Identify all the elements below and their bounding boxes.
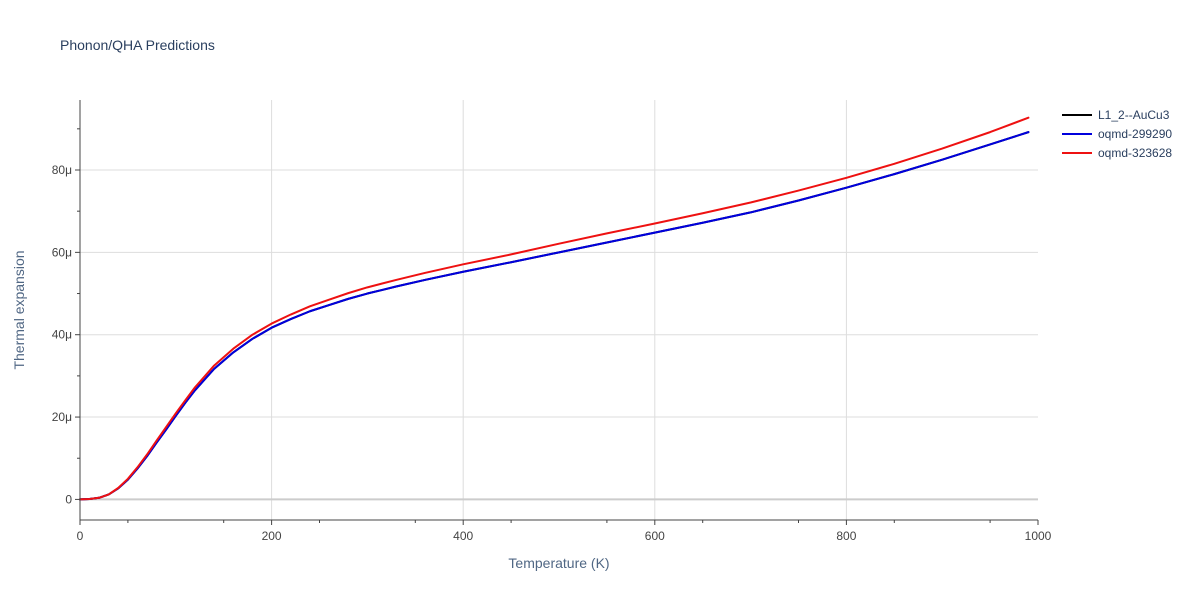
x-tick-label: 1000	[1025, 529, 1052, 543]
y-tick-label: 0	[65, 492, 72, 506]
x-tick-label: 200	[262, 529, 282, 543]
x-tick-label: 800	[836, 529, 856, 543]
legend-item[interactable]: L1_2--AuCu3	[1062, 108, 1170, 122]
y-tick-label: 60μ	[52, 245, 72, 259]
legend[interactable]: L1_2--AuCu3 oqmd-299290 oqmd-323628	[1062, 108, 1172, 160]
y-tick-label: 20μ	[52, 410, 72, 424]
legend-item[interactable]: oqmd-323628	[1062, 146, 1172, 160]
chart-title: Phonon/QHA Predictions	[60, 37, 215, 53]
y-tick-label: 40μ	[52, 328, 72, 342]
x-tick-label: 0	[77, 529, 84, 543]
y-axis-title: Thermal expansion	[11, 250, 27, 369]
axis-layer	[75, 100, 1039, 525]
legend-label: oqmd-323628	[1098, 146, 1172, 160]
legend-label: L1_2--AuCu3	[1098, 108, 1170, 122]
x-tick-label: 400	[453, 529, 473, 543]
legend-item[interactable]: oqmd-299290	[1062, 127, 1172, 141]
y-tick-label: 80μ	[52, 163, 72, 177]
legend-label: oqmd-299290	[1098, 127, 1172, 141]
x-tick-label: 600	[645, 529, 665, 543]
x-tick-labels: 0 200 400 600 800 1000	[77, 529, 1052, 543]
x-axis-title: Temperature (K)	[508, 555, 609, 571]
series-layer	[79, 116, 1030, 501]
y-tick-labels: 0 20μ 40μ 60μ 80μ	[52, 163, 73, 506]
series-line-oqmd-323628	[79, 116, 1030, 501]
